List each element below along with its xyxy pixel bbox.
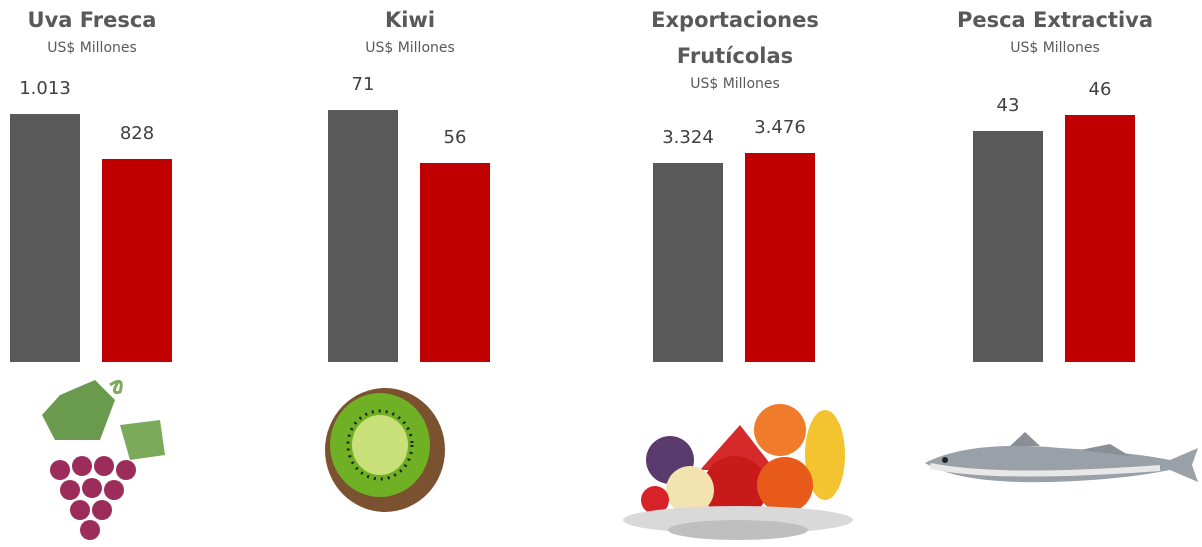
bar xyxy=(973,131,1043,362)
fruit-bowl-icon xyxy=(623,404,853,540)
bar xyxy=(420,163,490,362)
grapes-icon xyxy=(42,379,165,540)
value-label: 46 xyxy=(1088,79,1112,101)
value-label: 3.324 xyxy=(662,126,714,148)
chart-subtitle: US$ Millones xyxy=(1010,40,1100,56)
bar xyxy=(653,162,723,362)
fish-icon xyxy=(925,432,1198,483)
bar xyxy=(102,159,172,362)
value-label: 828 xyxy=(119,123,155,145)
bar xyxy=(10,114,80,362)
value-label: 3.476 xyxy=(754,117,806,139)
chart-subtitle: US$ Millones xyxy=(690,76,780,92)
chart-title: Pesca Extractiva xyxy=(956,8,1154,32)
chart-subtitle: US$ Millones xyxy=(47,40,137,56)
bar xyxy=(745,153,815,362)
value-label: 1.013 xyxy=(19,78,71,100)
chart-title: Uva Fresca xyxy=(27,8,157,32)
value-label: 71 xyxy=(351,74,375,95)
value-label: 43 xyxy=(996,95,1020,117)
bar xyxy=(1065,115,1135,362)
value-label: 56 xyxy=(443,127,467,149)
bar xyxy=(328,110,398,362)
kiwi-icon xyxy=(325,388,445,512)
chart-title: Kiwi xyxy=(384,8,436,32)
chart-title: Exportaciones Frutícolas xyxy=(651,8,819,68)
chart-subtitle: US$ Millones xyxy=(365,40,455,56)
